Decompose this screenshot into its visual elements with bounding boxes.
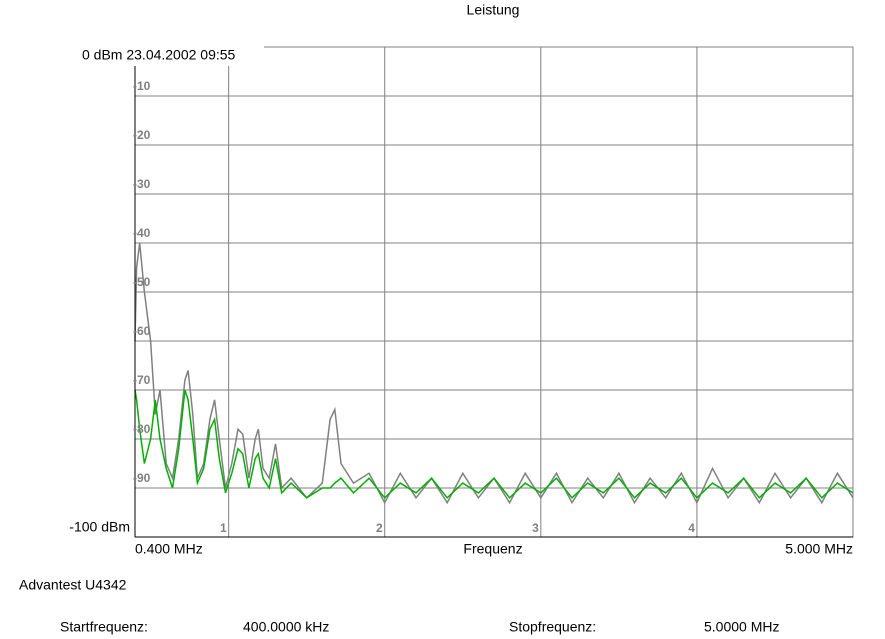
y-tick-label: -20 [133, 128, 151, 142]
x-left-label: 0.400 MHz [135, 541, 203, 557]
x-right-label: 5.000 MHz [785, 541, 853, 557]
chart-title: Leistung [467, 2, 520, 18]
y-tick-label: -90 [133, 471, 151, 485]
y-tick-label: -60 [133, 324, 151, 338]
start-value: 400.0000 kHz [243, 619, 329, 635]
y-tick-label: -80 [133, 422, 151, 436]
x-tick-label: 3 [532, 521, 539, 535]
x-axis-label: Frequenz [463, 541, 522, 557]
x-tick-label: 4 [688, 521, 695, 535]
x-tick-label: 1 [220, 521, 227, 535]
grid [135, 47, 853, 537]
y-tick-label: -10 [133, 79, 151, 93]
y-tick-label: -50 [133, 275, 151, 289]
stop-label: Stopfrequenz: [509, 619, 596, 635]
traces [134, 242, 854, 505]
y-tick-label: -30 [133, 177, 151, 191]
device: Advantest U4342 [19, 577, 127, 593]
y-tick-label: -40 [133, 226, 151, 240]
trace [134, 389, 854, 499]
y-top-label: 0 dBm 23.04.2002 09:55 [82, 47, 236, 63]
stop-value: 5.0000 MHz [704, 619, 779, 635]
x-tick-label: 2 [376, 521, 383, 535]
label-bg [78, 46, 264, 66]
trace [134, 242, 854, 505]
start-label: Startfrequenz: [60, 619, 148, 635]
y-bottom-label: -100 dBm [69, 519, 130, 535]
y-tick-label: -70 [133, 373, 151, 387]
